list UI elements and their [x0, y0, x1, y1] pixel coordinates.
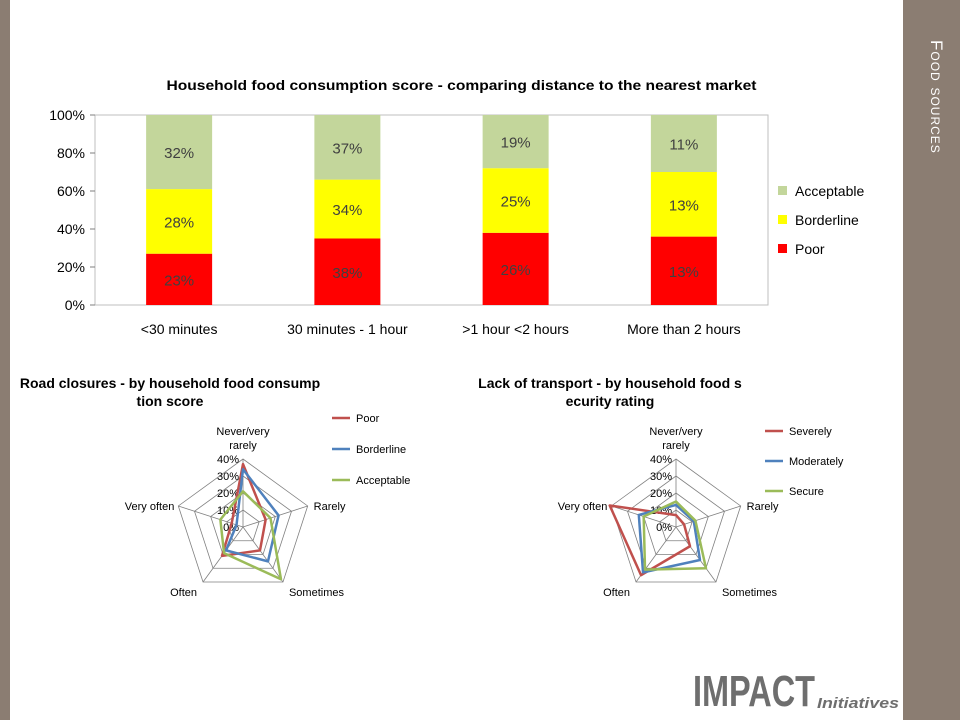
y-tick-label: 20% — [57, 259, 85, 275]
radar-tick-label: 30% — [217, 471, 239, 483]
x-category-label: 30 minutes - 1 hour — [287, 321, 408, 337]
radar-series-moderately — [637, 503, 702, 574]
bar-data-label: 37% — [332, 140, 362, 157]
stacked-bar-chart: Household food consumption score - compa… — [49, 77, 864, 337]
radar-spoke — [242, 505, 308, 528]
bar-data-label: 26% — [501, 262, 531, 279]
radar-axis-label: Often — [603, 587, 630, 599]
radar-axis-label: Rarely — [314, 501, 346, 513]
bar-data-label: 19% — [501, 135, 531, 152]
bar-data-label: 38% — [332, 265, 362, 282]
radar-title: Road closures - by household food consum… — [20, 375, 320, 409]
radar-axis-label: Never/very rarely — [216, 426, 270, 452]
bar-chart-title: Household food consumption score - compa… — [167, 77, 757, 93]
radar-axis-label: Sometimes — [722, 587, 778, 599]
y-tick-label: 100% — [49, 107, 85, 123]
bar-segment-poor — [314, 238, 381, 305]
radar-tick-label: 0% — [656, 522, 672, 534]
bar-segment-acceptable — [650, 115, 717, 172]
radar-legend-label: Secure — [789, 486, 824, 498]
bar-segment-poor — [482, 232, 549, 305]
logo-sub-text: Initiatives — [817, 695, 899, 712]
radar-spoke — [242, 526, 284, 583]
legend-swatch-acceptable — [778, 186, 787, 195]
bar-plot-area — [94, 114, 769, 306]
radar-series-severely — [608, 504, 692, 577]
bar-segment-poor — [650, 236, 717, 305]
legend-swatch-borderline — [778, 215, 787, 224]
radar-spoke — [675, 526, 717, 583]
radar-grid-ring — [659, 509, 693, 542]
x-category-label: <30 minutes — [141, 321, 218, 337]
radar-legend-label: Acceptable — [356, 475, 410, 487]
bar-data-label: 34% — [332, 202, 362, 219]
bar-segment-borderline — [146, 189, 213, 254]
logo-main-text: IMPACT — [693, 667, 815, 714]
bar-data-label: 23% — [164, 272, 194, 289]
y-tick-label: 80% — [57, 145, 85, 161]
bar-segment-poor — [146, 253, 213, 305]
radar-series-secure — [642, 500, 708, 571]
radar-tick-label: 40% — [217, 454, 239, 466]
radar-grid-ring — [177, 458, 309, 583]
radar-tick-label: 40% — [650, 454, 672, 466]
radar-legend-label: Severely — [789, 426, 832, 438]
radar-axis-label: Never/very rarely — [649, 426, 703, 452]
radar-axis-label: Very often — [558, 501, 608, 513]
legend-label: Borderline — [795, 212, 859, 228]
radar-spoke — [675, 505, 741, 528]
bar-segment-borderline — [482, 168, 549, 233]
radar-tick-label: 20% — [650, 488, 672, 500]
bar-segment-borderline — [650, 172, 717, 237]
legend-label: Poor — [795, 241, 825, 257]
legend-label: Acceptable — [795, 183, 864, 199]
radar-axis-label: Sometimes — [289, 587, 345, 599]
bar-data-label: 28% — [164, 214, 194, 231]
radar-series-acceptable — [219, 490, 283, 581]
radar-axis-label: Rarely — [747, 501, 779, 513]
bar-segment-acceptable — [482, 115, 549, 169]
y-tick-label: 0% — [65, 297, 85, 313]
radar-legend-label: Borderline — [356, 444, 406, 456]
radar-axis-label: Often — [170, 587, 197, 599]
x-category-label: More than 2 hours — [627, 321, 741, 337]
bar-segment-acceptable — [314, 115, 381, 180]
radar-series-borderline — [224, 467, 280, 563]
x-category-label: >1 hour <2 hours — [462, 321, 569, 337]
radar-grid-ring — [226, 509, 260, 542]
radar-grid-ring — [194, 475, 292, 569]
radar-legend-label: Poor — [356, 413, 380, 425]
radar-grid-ring — [610, 458, 742, 583]
radar-legend-label: Moderately — [789, 456, 844, 468]
radar-tick-label: 20% — [217, 488, 239, 500]
slide-side-title: Food sources — [927, 40, 946, 154]
bar-segment-acceptable — [146, 115, 213, 190]
bar-data-label: 32% — [164, 145, 194, 162]
bar-segment-borderline — [314, 179, 381, 239]
bar-data-label: 13% — [669, 197, 699, 214]
bar-data-label: 13% — [669, 264, 699, 281]
bar-data-label: 11% — [669, 137, 698, 154]
bar-data-label: 25% — [501, 194, 531, 211]
radar-axis-label: Very often — [125, 501, 175, 513]
radar-chart-road-closures: Road closures - by household food consum… — [20, 375, 411, 599]
impact-initiatives-logo: IMPACT Initiatives — [693, 662, 903, 716]
legend-swatch-poor — [778, 244, 787, 253]
y-tick-label: 60% — [57, 183, 85, 199]
radar-tick-label: 30% — [650, 471, 672, 483]
slide-frame-right — [903, 0, 960, 720]
y-tick-label: 40% — [57, 221, 85, 237]
slide-frame-left — [0, 0, 10, 720]
